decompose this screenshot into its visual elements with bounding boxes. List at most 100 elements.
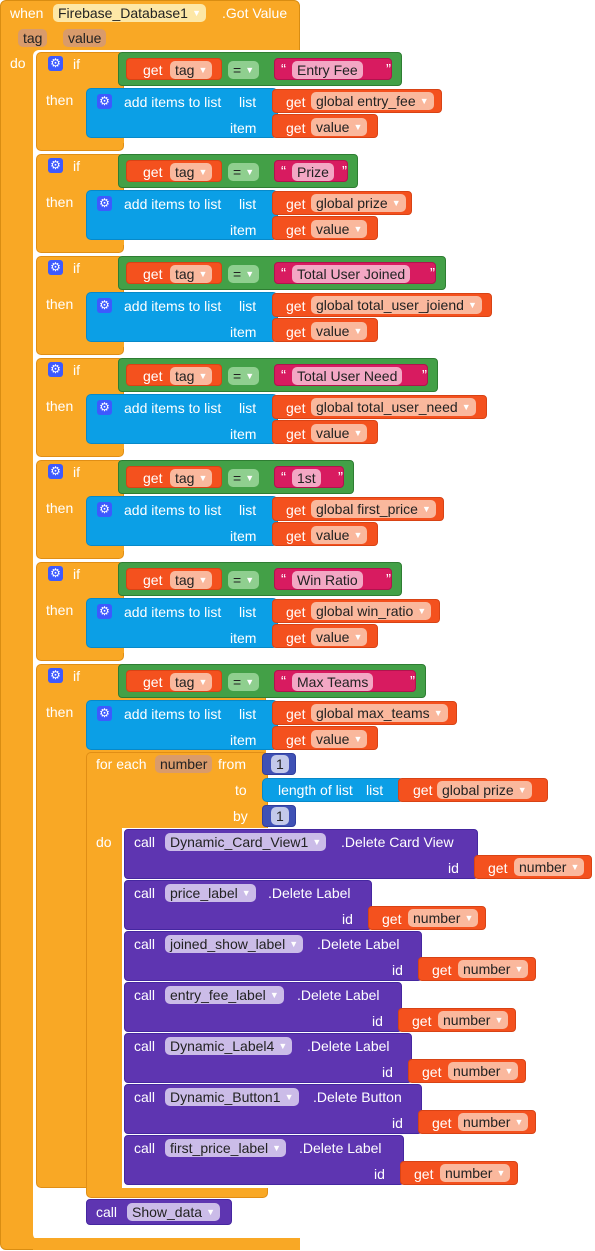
component-dropdown[interactable]: Dynamic_Label4 ▼: [165, 1037, 293, 1055]
operator-dropdown[interactable]: = ▼: [228, 673, 260, 691]
var-dropdown[interactable]: value ▼: [311, 730, 368, 748]
dropdown-arrow-icon: ▼: [198, 269, 208, 279]
component-dropdown[interactable]: Firebase_Database1 ▼: [53, 4, 206, 22]
var-dropdown[interactable]: value ▼: [311, 322, 368, 340]
var-dropdown[interactable]: number ▼: [408, 909, 479, 927]
gear-icon[interactable]: ⚙: [97, 502, 112, 517]
add-items-block[interactable]: [86, 598, 278, 648]
gear-icon[interactable]: ⚙: [97, 400, 112, 415]
add-items-block[interactable]: [86, 496, 278, 546]
param-tag[interactable]: tag: [18, 29, 48, 47]
add-items-block[interactable]: [86, 394, 278, 444]
close-quote-icon: ”: [410, 673, 415, 690]
gear-icon[interactable]: ⚙: [97, 604, 112, 619]
var-dropdown[interactable]: number ▼: [458, 1113, 529, 1131]
param-value[interactable]: value: [63, 29, 107, 47]
method-name: .Delete Label: [299, 1140, 382, 1156]
text-literal[interactable]: Total User Need: [292, 367, 403, 385]
get-keyword: get: [286, 94, 306, 110]
text-literal[interactable]: Win Ratio: [292, 571, 363, 589]
gear-icon[interactable]: ⚙: [48, 56, 63, 71]
add-items-keyword: add items to list: [124, 298, 222, 314]
gear-icon[interactable]: ⚙: [48, 158, 63, 173]
text-literal[interactable]: Total User Joined: [292, 265, 411, 283]
var-dropdown[interactable]: number ▼: [514, 858, 585, 876]
dropdown-arrow-icon: ▼: [353, 530, 363, 540]
component-dropdown[interactable]: price_label ▼: [165, 884, 256, 902]
gear-icon[interactable]: ⚙: [97, 196, 112, 211]
loop-var[interactable]: number: [155, 755, 213, 773]
global-var-dropdown[interactable]: global total_user_need ▼: [311, 398, 476, 416]
open-quote-icon: “: [281, 61, 286, 78]
text-literal[interactable]: Entry Fee: [292, 61, 363, 79]
var-dropdown[interactable]: tag ▼: [170, 673, 213, 691]
add-items-keyword: add items to list: [124, 196, 222, 212]
add-items-block[interactable]: [86, 292, 278, 342]
var-dropdown[interactable]: value ▼: [311, 118, 368, 136]
add-items-block[interactable]: [86, 700, 278, 750]
dropdown-arrow-icon: ▼: [353, 122, 363, 132]
gear-icon[interactable]: ⚙: [48, 464, 63, 479]
dropdown-arrow-icon: ▼: [192, 8, 201, 18]
operator-dropdown[interactable]: = ▼: [228, 367, 260, 385]
text-literal[interactable]: Max Teams: [292, 673, 374, 691]
gear-icon[interactable]: ⚙: [97, 298, 112, 313]
var-dropdown[interactable]: number ▼: [458, 960, 529, 978]
get-keyword: get: [286, 298, 306, 314]
component-dropdown[interactable]: first_price_label ▼: [165, 1139, 287, 1157]
component-dropdown[interactable]: Dynamic_Button1 ▼: [165, 1088, 299, 1106]
operator-dropdown[interactable]: = ▼: [228, 571, 260, 589]
operator-dropdown[interactable]: = ▼: [228, 265, 260, 283]
length-of-list-block[interactable]: [262, 778, 404, 802]
add-items-block[interactable]: [86, 88, 278, 138]
number-value[interactable]: 1: [271, 755, 289, 773]
var-dropdown[interactable]: tag ▼: [170, 571, 213, 589]
global-var-dropdown[interactable]: global prize ▼: [437, 781, 532, 799]
var-dropdown[interactable]: value ▼: [311, 424, 368, 442]
var-dropdown[interactable]: value ▼: [311, 526, 368, 544]
operator-dropdown[interactable]: = ▼: [228, 469, 260, 487]
gear-icon[interactable]: ⚙: [97, 94, 112, 109]
var-dropdown[interactable]: number ▼: [438, 1011, 509, 1029]
dropdown-arrow-icon: ▼: [504, 1066, 514, 1076]
var-dropdown[interactable]: tag ▼: [170, 367, 213, 385]
number-value[interactable]: 1: [271, 807, 289, 825]
var-dropdown[interactable]: tag ▼: [170, 265, 213, 283]
gear-icon[interactable]: ⚙: [48, 260, 63, 275]
var-dropdown[interactable]: number ▼: [440, 1164, 511, 1182]
global-var-dropdown[interactable]: global win_ratio ▼: [311, 602, 432, 620]
global-var-dropdown[interactable]: global total_user_joiend ▼: [311, 296, 482, 314]
gear-icon[interactable]: ⚙: [48, 362, 63, 377]
global-var-dropdown[interactable]: global max_teams ▼: [311, 704, 448, 722]
item-socket-label: item: [230, 732, 257, 748]
get-keyword: get: [286, 222, 306, 238]
var-dropdown[interactable]: value ▼: [311, 220, 368, 238]
var-dropdown[interactable]: tag ▼: [170, 61, 213, 79]
list-socket-label: list: [366, 782, 384, 798]
component-dropdown[interactable]: entry_fee_label ▼: [165, 986, 284, 1004]
text-literal[interactable]: 1st: [292, 469, 321, 487]
var-dropdown[interactable]: number ▼: [448, 1062, 519, 1080]
component-dropdown[interactable]: Dynamic_Card_View1 ▼: [165, 833, 327, 851]
operator-dropdown[interactable]: = ▼: [228, 61, 260, 79]
open-quote-icon: “: [281, 163, 286, 180]
component-dropdown[interactable]: joined_show_label ▼: [165, 935, 304, 953]
var-dropdown[interactable]: tag ▼: [170, 469, 213, 487]
id-socket-label: id: [448, 860, 459, 876]
operator-dropdown[interactable]: = ▼: [228, 163, 260, 181]
gear-icon[interactable]: ⚙: [48, 566, 63, 581]
do-keyword: do: [96, 834, 112, 850]
add-items-block[interactable]: [86, 190, 278, 240]
global-var-dropdown[interactable]: global first_price ▼: [311, 500, 436, 518]
get-keyword: get: [286, 604, 306, 620]
list-socket-label: list: [239, 94, 257, 110]
var-dropdown[interactable]: tag ▼: [170, 163, 213, 181]
global-var-dropdown[interactable]: global prize ▼: [311, 194, 406, 212]
gear-icon[interactable]: ⚙: [48, 668, 63, 683]
global-var-dropdown[interactable]: global entry_fee ▼: [311, 92, 434, 110]
get-keyword: get: [286, 706, 306, 722]
gear-icon[interactable]: ⚙: [97, 706, 112, 721]
text-literal[interactable]: Prize: [292, 163, 334, 181]
var-dropdown[interactable]: value ▼: [311, 628, 368, 646]
component-dropdown[interactable]: Show_data ▼: [127, 1203, 221, 1221]
